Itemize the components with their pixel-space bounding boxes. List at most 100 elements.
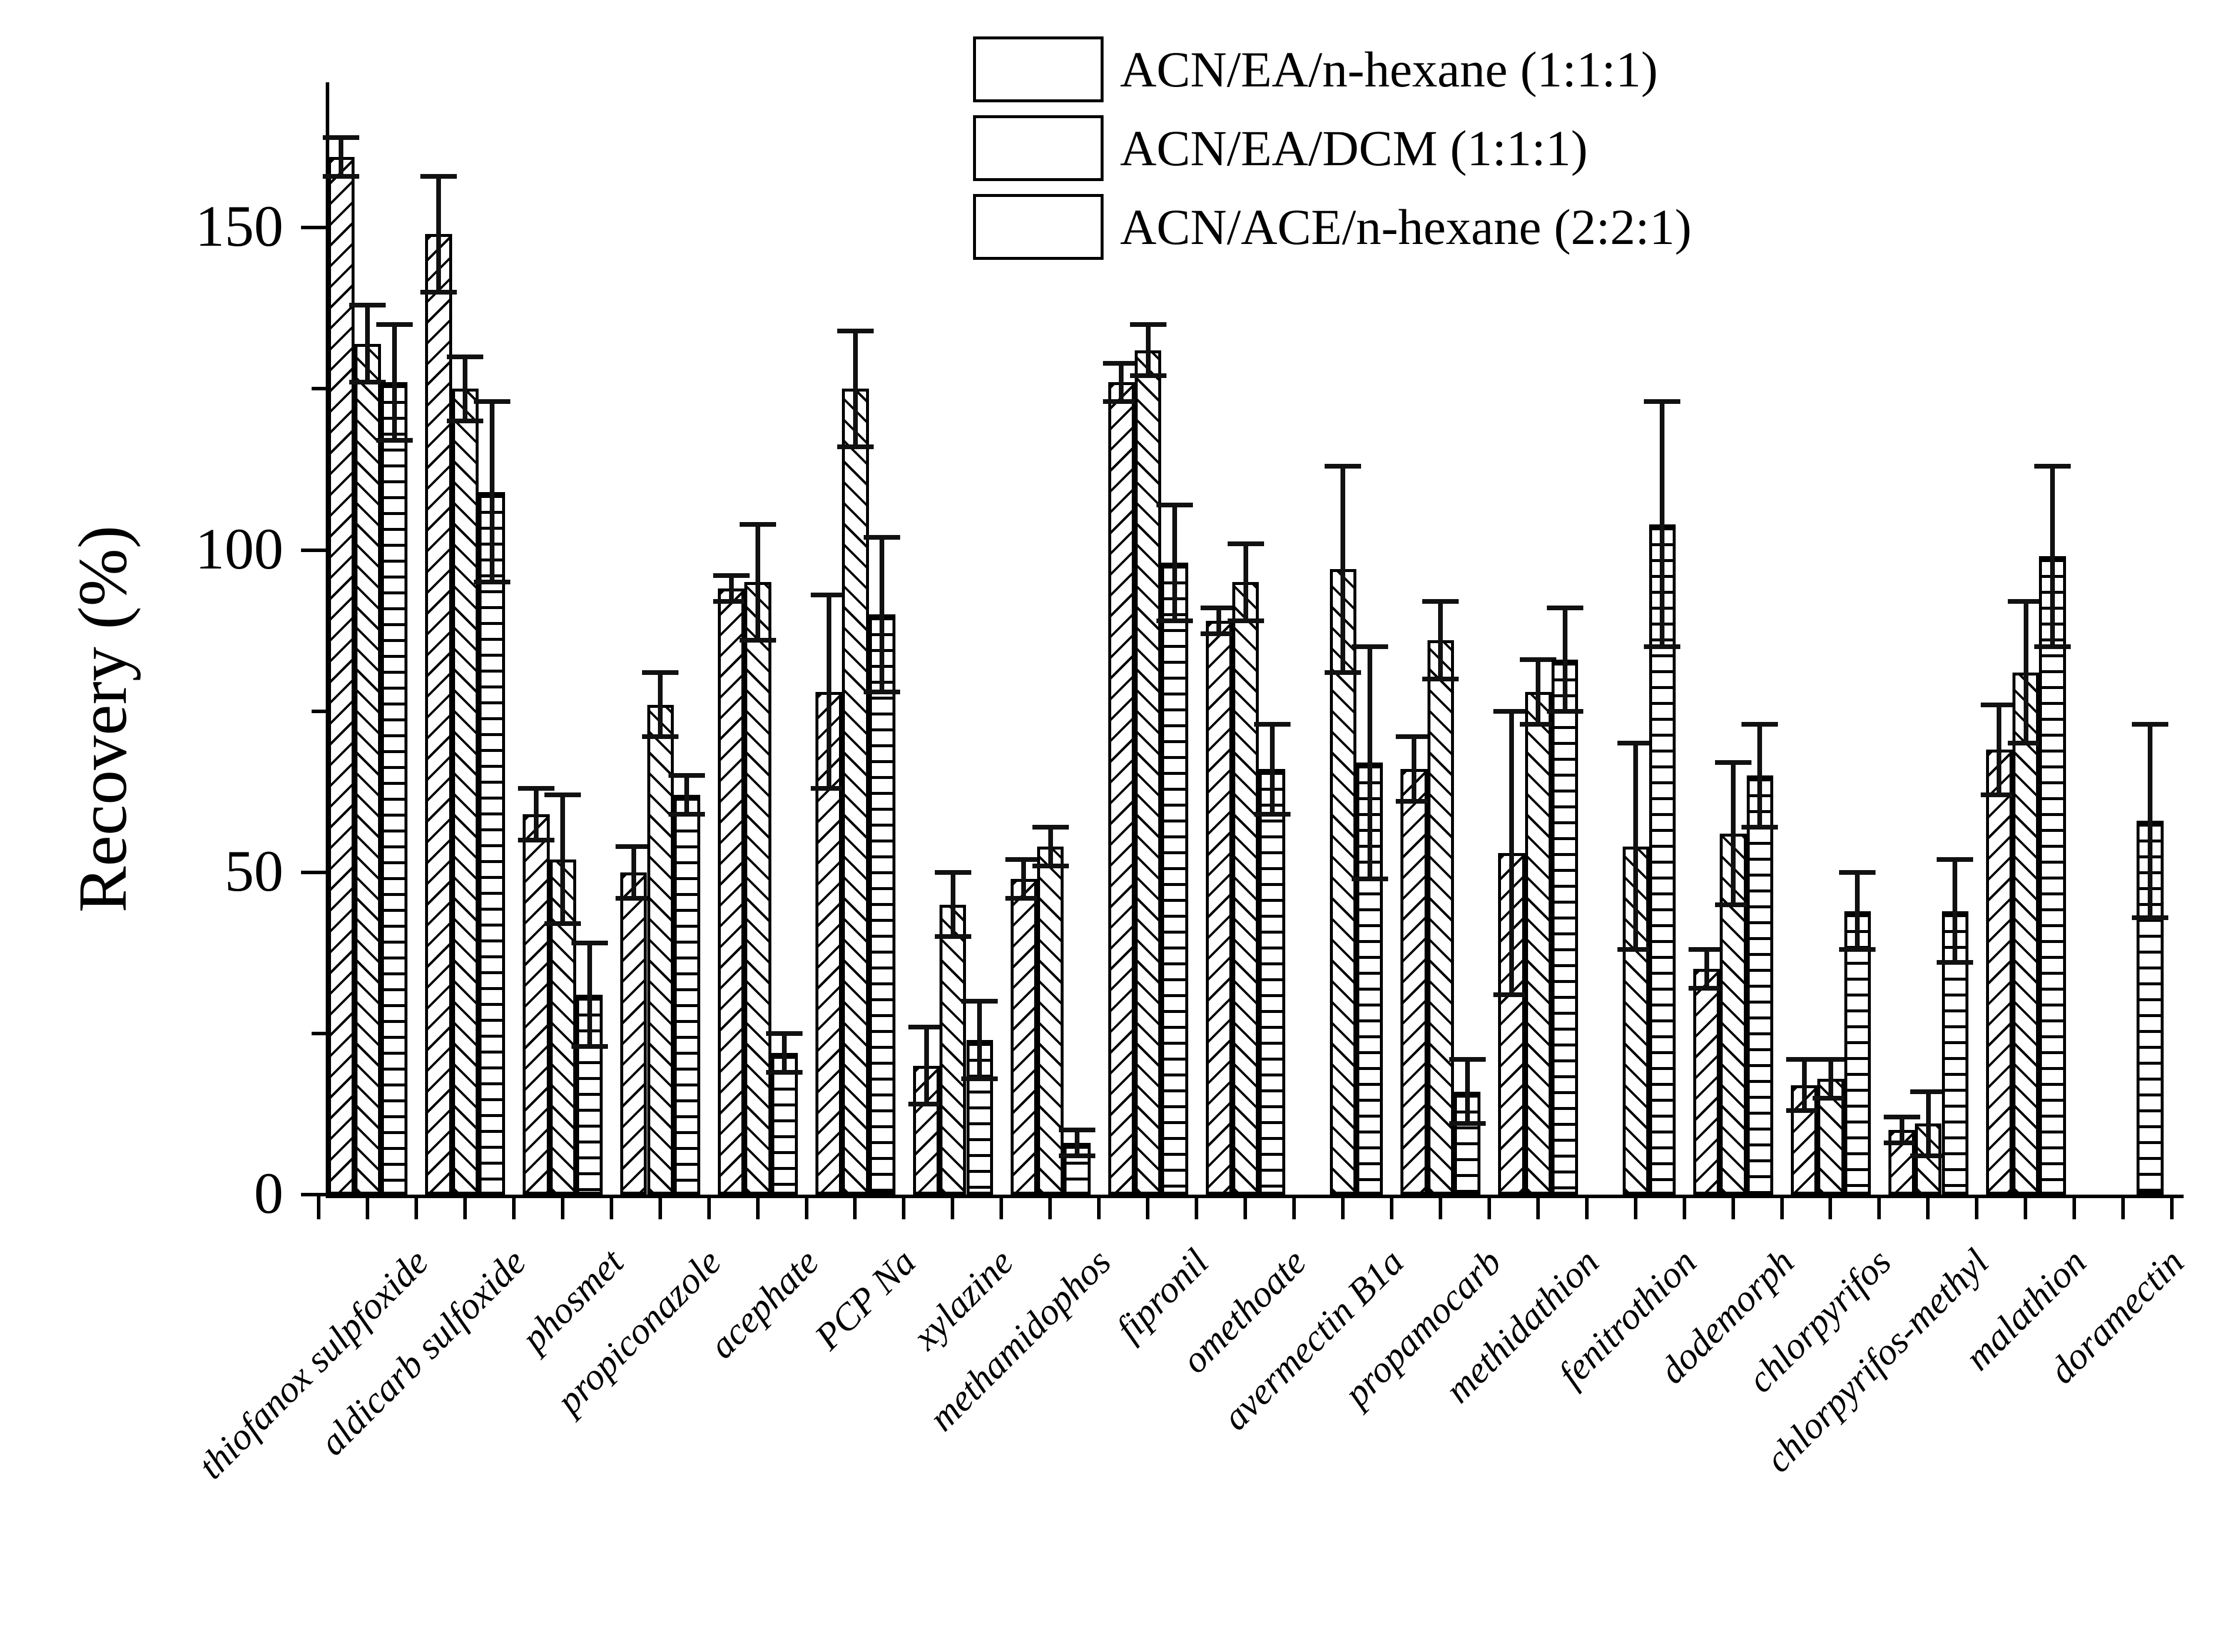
bar [1259,769,1286,1195]
x-tick [414,1195,418,1219]
error-bar [950,872,955,937]
x-tick [999,1195,1004,1219]
error-bar-cap [1839,870,1876,875]
x-tick [1633,1195,1637,1219]
legend-label-3: ACN/ACE/n-hexane (2:2:1) [1120,199,1692,255]
bar [1400,769,1428,1195]
bar [771,1052,798,1195]
error-bar-cap [473,399,510,404]
error-bar-cap [1883,1141,1920,1146]
error-bar [365,305,370,383]
error-bar [1899,1117,1904,1143]
error-bar-cap [1227,541,1264,546]
error-bar [1119,363,1124,402]
error-bar [2147,724,2152,918]
error-bar-cap [349,302,386,307]
error-bar-cap [740,638,777,643]
bar [868,614,895,1195]
error-bar-cap [1201,606,1238,611]
error-bar [1997,704,2002,795]
bar [2013,672,2040,1195]
error-bar-cap [713,573,750,578]
bar [620,872,647,1195]
bar [549,859,576,1195]
x-tick [1731,1195,1735,1219]
error-bar-cap [1005,895,1042,901]
error-bar [1216,608,1222,634]
error-bar-cap [420,289,457,295]
x-tick [1975,1195,1979,1219]
horizontal-lines-hatch-icon [973,194,1104,260]
x-tick [1487,1195,1491,1219]
error-bar-cap [908,1102,945,1107]
y-tick-label: 150 [195,193,283,259]
x-tick [902,1195,906,1219]
y-tick-label: 0 [254,1161,283,1226]
error-bar-cap [1688,947,1725,952]
x-tick [2121,1195,2125,1219]
error-bar-cap [1910,1089,1947,1094]
legend-label-2: ACN/EA/DCM (1:1:1) [1120,120,1588,176]
x-tick [1438,1195,1442,1219]
bar [1791,1085,1818,1195]
x-tick [1292,1195,1296,1219]
error-bar [1048,827,1053,866]
error-bar-cap [1617,741,1654,746]
x-tick [1584,1195,1589,1219]
bar [1037,846,1064,1195]
bar [1427,640,1454,1195]
error-bar-cap [1937,857,1974,862]
error-bar-cap [961,999,998,1004]
bar [1551,659,1579,1195]
error-bar-cap [766,1069,803,1075]
error-bar-cap [517,786,554,791]
error-bar-cap [1396,734,1433,740]
x-tick [1389,1195,1393,1219]
bar [1010,878,1038,1195]
error-bar-cap [473,580,510,585]
bar [327,156,355,1195]
y-tick-label: 50 [225,838,283,904]
error-bar [1243,543,1248,621]
y-tick-minor [312,1031,327,1035]
x-tick [2024,1195,2028,1219]
error-bar [1438,601,1443,679]
error-bar-cap [1839,947,1876,952]
error-bar-cap [1156,502,1193,507]
error-bar [826,595,831,789]
bar [842,389,869,1195]
x-tick [951,1195,955,1219]
error-bar-cap [1253,812,1291,817]
error-bar [631,846,636,898]
x-tick [707,1195,711,1219]
error-bar-cap [1937,960,1974,965]
error-bar-cap [864,534,901,540]
error-bar-cap [1422,599,1459,604]
bar [940,904,967,1195]
error-bar-cap [934,870,971,875]
error-bar-cap [1059,1128,1096,1133]
error-bar-cap [1981,702,2018,707]
error-bar-cap [2131,915,2168,920]
error-bar-cap [766,1031,803,1036]
error-bar-cap [1715,902,1752,907]
error-bar [1172,504,1177,621]
error-bar-cap [323,173,360,179]
bar [744,582,771,1195]
error-bar-cap [837,444,874,450]
error-bar [1465,1059,1470,1124]
x-tick [609,1195,613,1219]
error-bar [560,795,566,924]
x-tick [2072,1195,2077,1219]
bar [479,491,506,1195]
error-bar [684,775,690,815]
x-tick [1048,1195,1052,1219]
x-tick [1097,1195,1101,1219]
bar [452,389,479,1195]
bar [718,588,745,1195]
error-bar [489,402,494,583]
x-tick [658,1195,662,1219]
error-bar [1367,646,1372,879]
bar [1135,350,1162,1195]
